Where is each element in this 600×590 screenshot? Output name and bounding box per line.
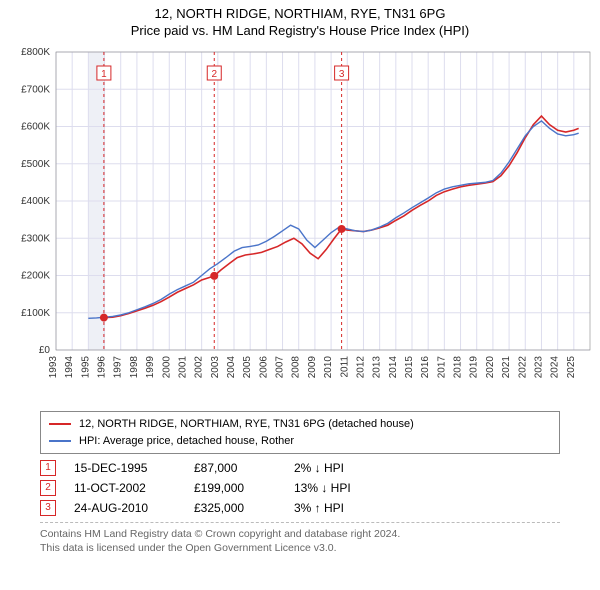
svg-text:1995: 1995 <box>80 356 91 379</box>
event-price: £325,000 <box>194 501 294 515</box>
svg-text:2014: 2014 <box>388 356 399 379</box>
legend-swatch <box>49 440 71 442</box>
svg-text:2004: 2004 <box>226 356 237 379</box>
svg-text:£500K: £500K <box>21 159 50 170</box>
svg-text:2006: 2006 <box>258 356 269 379</box>
svg-text:2023: 2023 <box>533 356 544 379</box>
svg-text:2003: 2003 <box>210 356 221 379</box>
svg-text:2018: 2018 <box>453 356 464 379</box>
svg-text:2021: 2021 <box>501 356 512 379</box>
event-price: £199,000 <box>194 481 294 495</box>
svg-text:2001: 2001 <box>177 356 188 379</box>
svg-text:1: 1 <box>101 69 107 80</box>
legend-item: HPI: Average price, detached house, Roth… <box>49 433 551 450</box>
event-date: 15-DEC-1995 <box>74 461 194 475</box>
svg-text:£0: £0 <box>39 345 51 356</box>
svg-text:1996: 1996 <box>97 356 108 379</box>
svg-text:2005: 2005 <box>242 356 253 379</box>
svg-text:2020: 2020 <box>485 356 496 379</box>
event-date: 11-OCT-2002 <box>74 481 194 495</box>
svg-text:2011: 2011 <box>339 356 350 378</box>
svg-text:2019: 2019 <box>469 356 480 379</box>
legend-label: 12, NORTH RIDGE, NORTHIAM, RYE, TN31 6PG… <box>79 416 414 433</box>
svg-text:£100K: £100K <box>21 308 50 319</box>
svg-text:1999: 1999 <box>145 356 156 379</box>
svg-text:2022: 2022 <box>517 356 528 379</box>
svg-text:2: 2 <box>211 69 217 80</box>
svg-text:2007: 2007 <box>275 356 286 379</box>
chart-title: 12, NORTH RIDGE, NORTHIAM, RYE, TN31 6PG <box>0 6 600 21</box>
event-marker: 3 <box>40 500 56 516</box>
svg-text:2017: 2017 <box>436 356 447 379</box>
event-delta: 2% ↓ HPI <box>294 461 414 475</box>
svg-text:1997: 1997 <box>113 356 124 379</box>
legend-label: HPI: Average price, detached house, Roth… <box>79 433 294 450</box>
svg-text:1993: 1993 <box>48 356 59 379</box>
svg-text:2002: 2002 <box>194 356 205 379</box>
event-row: 1 15-DEC-1995£87,0002% ↓ HPI <box>40 460 560 476</box>
event-marker: 1 <box>40 460 56 476</box>
event-delta: 13% ↓ HPI <box>294 481 414 495</box>
svg-text:£800K: £800K <box>21 47 50 58</box>
svg-text:1994: 1994 <box>64 356 75 379</box>
legend-swatch <box>49 423 71 425</box>
event-row: 3 24-AUG-2010£325,0003% ↑ HPI <box>40 500 560 516</box>
svg-text:£400K: £400K <box>21 196 50 207</box>
footer-line: Contains HM Land Registry data © Crown c… <box>40 527 560 541</box>
svg-text:£300K: £300K <box>21 233 50 244</box>
svg-text:2008: 2008 <box>291 356 302 379</box>
chart-subtitle: Price paid vs. HM Land Registry's House … <box>0 23 600 38</box>
legend-item: 12, NORTH RIDGE, NORTHIAM, RYE, TN31 6PG… <box>49 416 551 433</box>
footer-attribution: Contains HM Land Registry data © Crown c… <box>40 522 560 555</box>
event-date: 24-AUG-2010 <box>74 501 194 515</box>
svg-text:£700K: £700K <box>21 84 50 95</box>
footer-line: This data is licensed under the Open Gov… <box>40 541 560 555</box>
svg-text:2009: 2009 <box>307 356 318 379</box>
svg-text:2016: 2016 <box>420 356 431 379</box>
svg-text:2025: 2025 <box>566 356 577 379</box>
svg-text:3: 3 <box>339 69 345 80</box>
event-price: £87,000 <box>194 461 294 475</box>
svg-text:2024: 2024 <box>550 356 561 379</box>
svg-text:2013: 2013 <box>372 356 383 379</box>
svg-text:2010: 2010 <box>323 356 334 379</box>
chart-container: £0 £100K £200K £300K £400K £500K £600K £700K £80… <box>0 42 600 407</box>
svg-text:2012: 2012 <box>355 356 366 379</box>
svg-text:2015: 2015 <box>404 356 415 379</box>
svg-text:2000: 2000 <box>161 356 172 379</box>
event-marker: 2 <box>40 480 56 496</box>
price-chart: £0 £100K £200K £300K £400K £500K £600K £700K £80… <box>0 42 600 402</box>
events-table: 1 15-DEC-1995£87,0002% ↓ HPI 2 11-OCT-2002£… <box>40 460 560 516</box>
event-row: 2 11-OCT-2002£199,00013% ↓ HPI <box>40 480 560 496</box>
event-delta: 3% ↑ HPI <box>294 501 414 515</box>
svg-text:1998: 1998 <box>129 356 140 379</box>
svg-text:£200K: £200K <box>21 271 50 282</box>
svg-text:£600K: £600K <box>21 122 50 133</box>
legend: 12, NORTH RIDGE, NORTHIAM, RYE, TN31 6PG… <box>40 411 560 454</box>
